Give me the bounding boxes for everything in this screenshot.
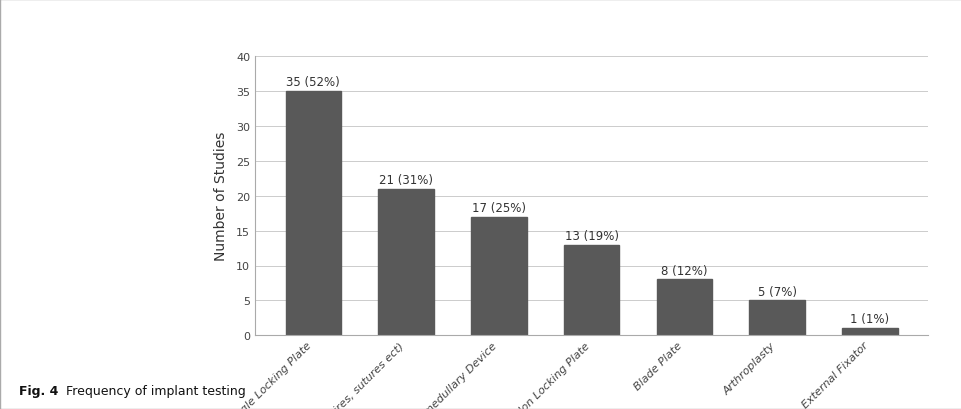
Bar <box>471 217 527 335</box>
Text: Fig. 4: Fig. 4 <box>19 384 59 397</box>
Bar <box>749 301 804 335</box>
Text: 17 (25%): 17 (25%) <box>472 201 526 214</box>
Bar <box>285 92 341 335</box>
Text: 8 (12%): 8 (12%) <box>660 264 707 277</box>
Text: 5 (7%): 5 (7%) <box>757 285 796 298</box>
Text: Frequency of implant testing: Frequency of implant testing <box>62 384 245 397</box>
Text: 1 (1%): 1 (1%) <box>850 312 889 326</box>
Text: 21 (31%): 21 (31%) <box>379 173 432 187</box>
Bar <box>841 328 897 335</box>
Bar <box>378 189 433 335</box>
Bar <box>563 245 619 335</box>
Bar <box>655 280 711 335</box>
Text: 35 (52%): 35 (52%) <box>286 76 340 89</box>
Text: 13 (19%): 13 (19%) <box>564 229 618 242</box>
Y-axis label: Number of Studies: Number of Studies <box>213 132 228 261</box>
